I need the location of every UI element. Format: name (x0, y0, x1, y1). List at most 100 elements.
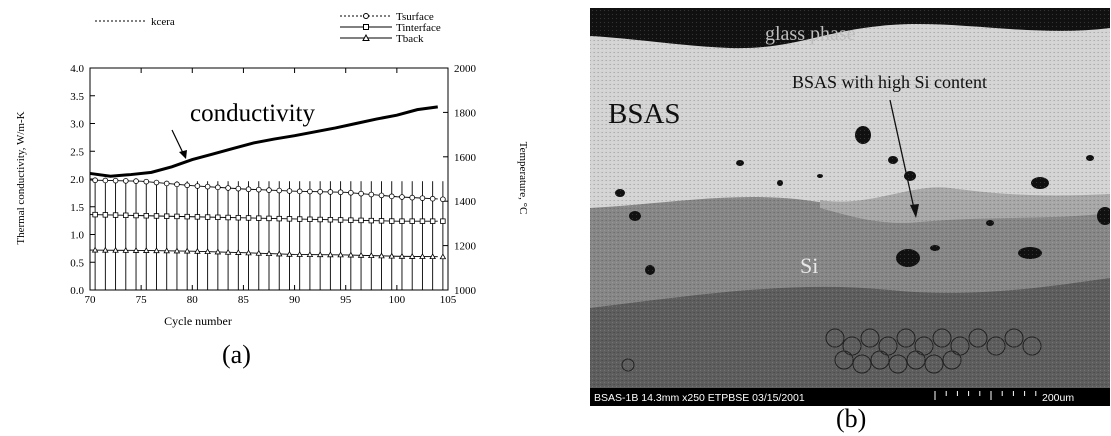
marker-tinterface (256, 215, 262, 221)
marker-tsurface (194, 183, 201, 189)
marker-tinterface (307, 216, 313, 222)
marker-tinterface (286, 216, 293, 222)
y2-tick-label: 1400 (454, 196, 477, 208)
marker-tinterface (337, 217, 344, 223)
scale-ticks (934, 391, 1037, 400)
marker-tback (163, 247, 170, 254)
y2-tick-label: 2000 (454, 63, 477, 75)
marker-tinterface (327, 217, 334, 223)
marker-tsurface (112, 177, 119, 184)
high-si-label: BSAS with high Si content (792, 72, 987, 92)
marker-tinterface (235, 215, 242, 221)
marker-tsurface (143, 178, 150, 185)
marker-tinterface (296, 216, 303, 222)
si-label: Si (800, 253, 818, 278)
series-tsurface (89, 179, 438, 200)
marker-tback (337, 251, 344, 258)
y-tick-label: 3.5 (70, 91, 84, 103)
marker-tback (204, 248, 211, 255)
marker-tback (224, 248, 232, 255)
marker-tback (439, 253, 447, 260)
y-tick-label: 1.5 (70, 202, 84, 214)
legend-label-tback: Tback (396, 33, 424, 45)
marker-tsurface (215, 184, 221, 191)
marker-tinterface (429, 218, 436, 224)
y2-tick-label: 1800 (454, 107, 477, 119)
marker-tsurface (255, 186, 262, 193)
marker-tback (183, 247, 191, 254)
marker-tback (122, 246, 130, 253)
marker-tback (398, 252, 406, 259)
x-tick-label: 100 (389, 294, 406, 306)
caption-a: (a) (222, 340, 251, 369)
marker-tback (378, 252, 385, 259)
marker-tback (275, 250, 283, 257)
marker-tback (316, 251, 324, 258)
marker-tinterface (92, 211, 98, 218)
conductivity-annotation: conductivity (190, 100, 315, 127)
y-axis-label: Thermal conductivity, W/m-K (15, 111, 27, 244)
marker-tinterface (389, 218, 395, 224)
marker-tinterface (153, 213, 160, 219)
marker-tback (419, 253, 426, 259)
marker-tinterface (245, 215, 252, 221)
marker-tback (214, 248, 222, 255)
high-si-arrow (889, 99, 916, 214)
marker-tsurface (399, 194, 405, 200)
marker-tinterface (215, 214, 221, 220)
marker-tsurface (92, 177, 98, 184)
marker-tinterface (204, 214, 211, 220)
marker-tinterface (112, 212, 119, 218)
x-tick-label: 95 (340, 294, 352, 306)
marker-tsurface (368, 191, 375, 198)
marker-tback (357, 251, 365, 258)
marker-tsurface (378, 192, 385, 199)
marker-tsurface (184, 182, 190, 189)
legend-kcera-label: kcera (151, 16, 175, 28)
y-tick-label: 0.5 (70, 257, 84, 269)
marker-tsurface (153, 179, 160, 186)
y-tick-label: 4.0 (70, 63, 84, 75)
y-tick-label: 1.0 (70, 230, 84, 242)
info-bar-text: BSAS-1B 14.3mm x250 ETPBSE 03/15/2001 (594, 392, 805, 404)
marker-tinterface (164, 213, 170, 219)
scale-label: 200um (1042, 392, 1074, 404)
marker-tinterface (348, 217, 354, 223)
marker-tinterface (440, 218, 446, 224)
legend-marker-tback (362, 33, 370, 41)
annotation-arrow (171, 129, 185, 156)
series-tinterface (89, 214, 438, 222)
marker-tsurface (317, 188, 323, 195)
marker-tsurface (102, 177, 109, 184)
marker-tback (368, 252, 375, 258)
marker-tinterface (225, 214, 231, 221)
x-tick-label: 105 (440, 294, 457, 306)
marker-tinterface (194, 214, 201, 220)
legend-marker-tsurface (363, 13, 369, 19)
marker-tinterface (276, 215, 282, 222)
marker-tback (408, 253, 416, 259)
y-tick-label: 2.0 (70, 174, 84, 186)
marker-tsurface (337, 189, 344, 196)
marker-tsurface (358, 190, 364, 197)
marker-tinterface (399, 218, 405, 224)
marker-tback (388, 252, 396, 259)
marker-tinterface (409, 218, 415, 224)
marker-tback (306, 251, 314, 258)
caption-b: (b) (836, 404, 867, 433)
x-tick-label: 85 (238, 294, 250, 306)
marker-tback (173, 247, 181, 254)
marker-tinterface (419, 218, 426, 224)
marker-tsurface (429, 195, 436, 202)
marker-tsurface (276, 187, 283, 194)
marker-tsurface (133, 178, 139, 184)
marker-tsurface (388, 193, 395, 200)
info-bar: BSAS-1B 14.3mm x250 ETPBSE 03/15/2001 20… (590, 388, 1110, 406)
marker-tback (112, 246, 119, 253)
marker-tback (255, 249, 263, 256)
y2-tick-label: 1200 (454, 241, 477, 253)
marker-tsurface (163, 180, 170, 187)
marker-tback (142, 247, 150, 253)
